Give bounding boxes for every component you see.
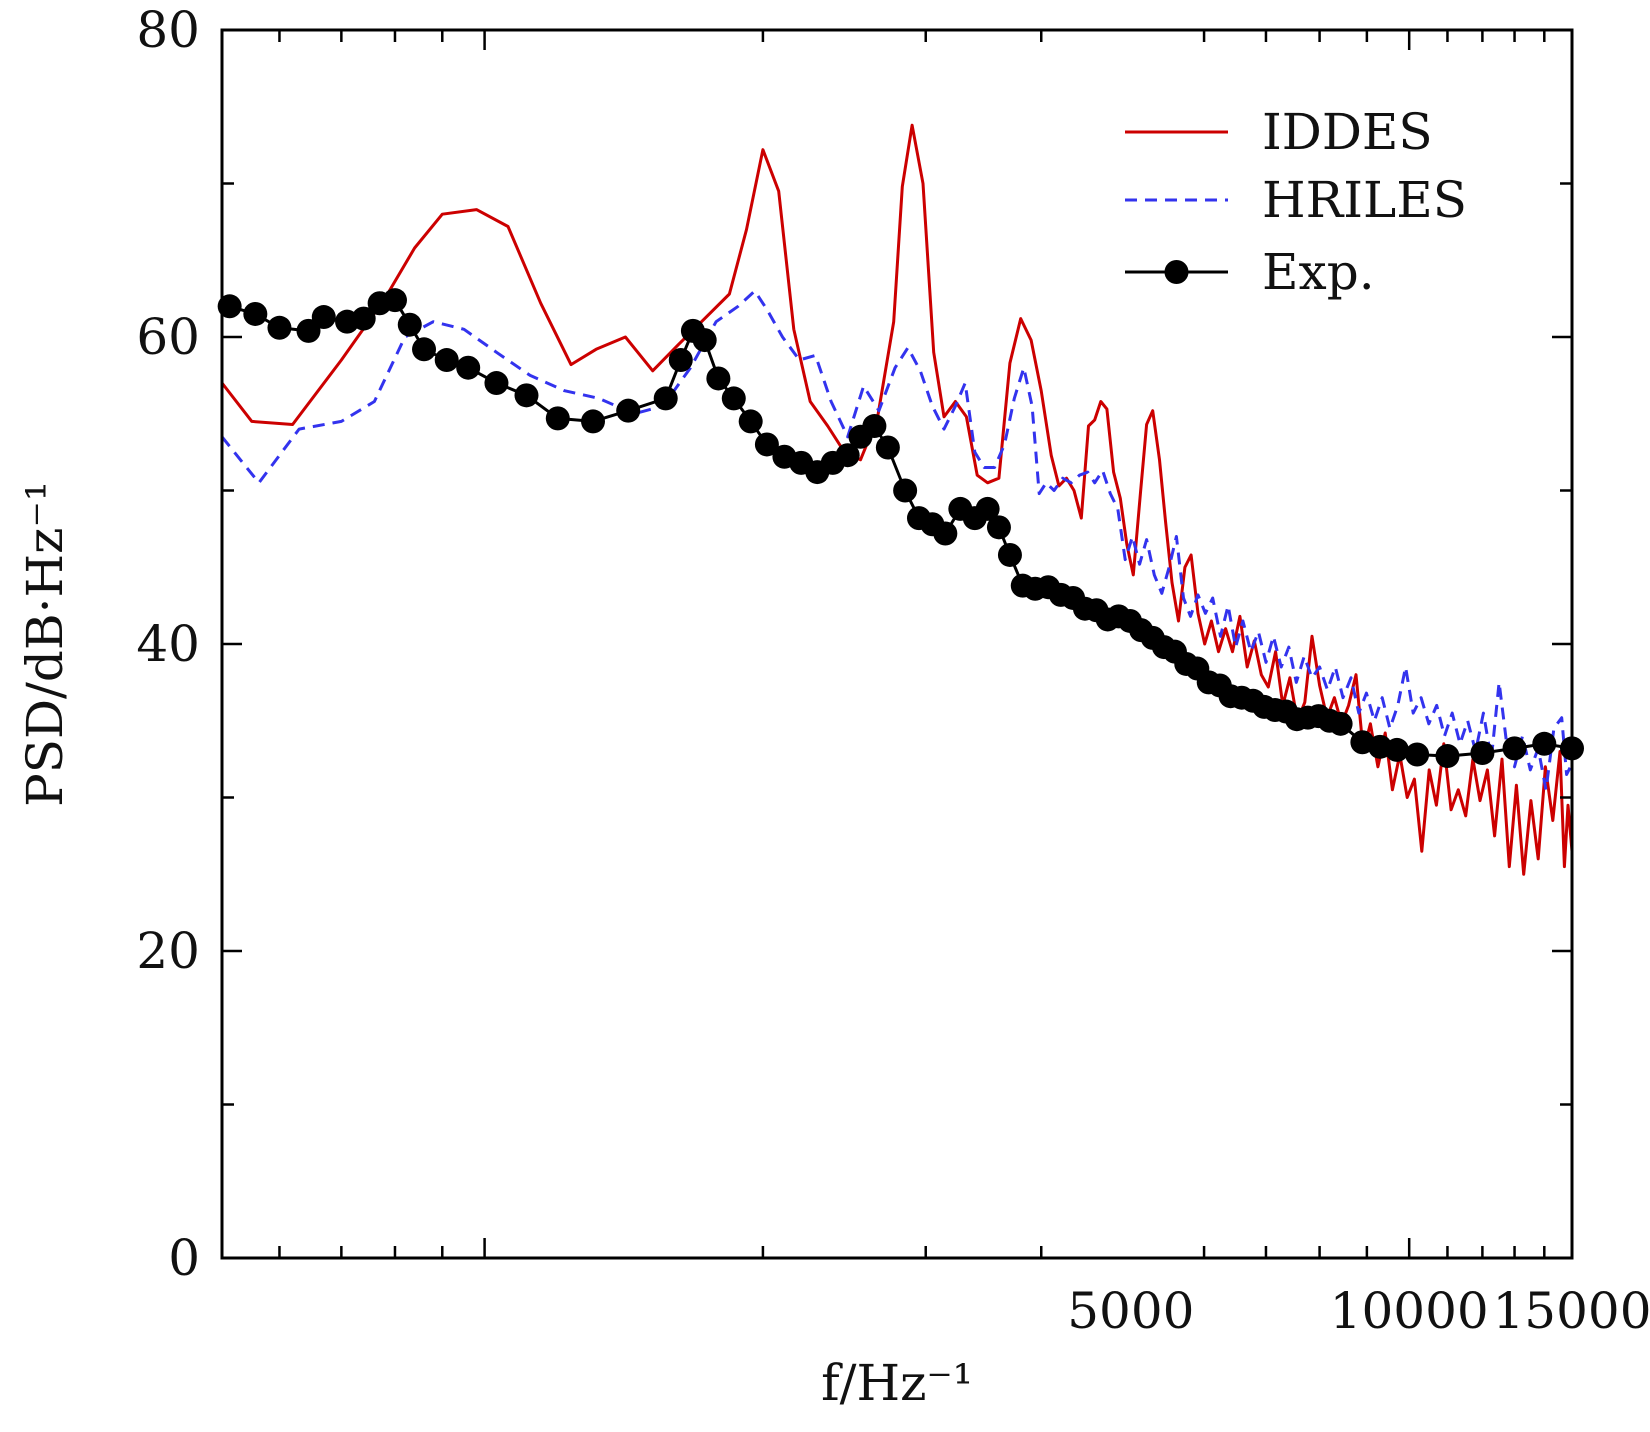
series-line-0 <box>220 123 1574 876</box>
series-point <box>311 305 336 330</box>
series-point <box>986 515 1011 540</box>
series-point <box>484 371 509 396</box>
series-line-1 <box>220 289 1574 792</box>
series-point <box>975 496 1000 521</box>
series-point <box>456 355 481 380</box>
series-point <box>397 312 422 337</box>
series-point <box>1502 736 1527 761</box>
series-point <box>738 409 763 434</box>
series-point <box>997 542 1022 567</box>
series-point <box>875 435 900 460</box>
series-point <box>706 366 731 391</box>
series-point <box>616 398 641 423</box>
legend-swatch-marker <box>1164 260 1189 284</box>
series-point <box>721 386 746 411</box>
series-point <box>243 301 268 326</box>
y-tick-label: 60 <box>136 308 200 366</box>
series-point <box>653 386 678 411</box>
series-point <box>382 288 407 313</box>
series-point <box>754 432 779 457</box>
series-point <box>1435 744 1460 769</box>
series-point <box>514 383 539 408</box>
series-point <box>581 409 606 434</box>
series-point <box>296 318 321 343</box>
legend-label: HRILES <box>1262 171 1467 229</box>
series-point <box>668 348 693 373</box>
series-point <box>1532 731 1557 756</box>
series-point <box>835 443 860 468</box>
x-axis-title: f/Hz⁻¹ <box>821 1354 973 1412</box>
series-point <box>545 406 570 431</box>
series-point <box>434 348 459 373</box>
y-tick-label: 40 <box>136 615 200 673</box>
series-point <box>1328 711 1353 736</box>
y-tick-label: 20 <box>136 922 200 980</box>
series-point <box>933 521 958 546</box>
series-point <box>217 294 242 319</box>
series-point <box>893 478 918 503</box>
series-point <box>1470 740 1495 765</box>
series-point <box>1384 737 1409 762</box>
series-point <box>692 328 717 353</box>
series-point <box>351 306 376 331</box>
x-tick-label: 15000 <box>1492 1282 1650 1340</box>
series-line-2 <box>229 298 1573 758</box>
y-tick-label: 0 <box>168 1229 200 1287</box>
legend: IDDES HRILES Exp. <box>1125 103 1467 301</box>
y-tick-label: 80 <box>136 1 200 59</box>
series-point <box>267 315 292 340</box>
x-tick-label: 5000 <box>1067 1282 1194 1340</box>
y-axis-title: PSD/dB·Hz⁻¹ <box>16 481 74 807</box>
x-tick-label: 10000 <box>1330 1282 1489 1340</box>
series-layer <box>217 123 1584 876</box>
series-point <box>412 337 437 362</box>
series-point <box>1405 742 1430 767</box>
legend-label: IDDES <box>1262 103 1433 161</box>
legend-label: Exp. <box>1262 243 1375 301</box>
series-point <box>862 414 887 439</box>
ticks-layer: 0 20 40 60 80 5000 10000 15000 <box>136 1 1650 1340</box>
